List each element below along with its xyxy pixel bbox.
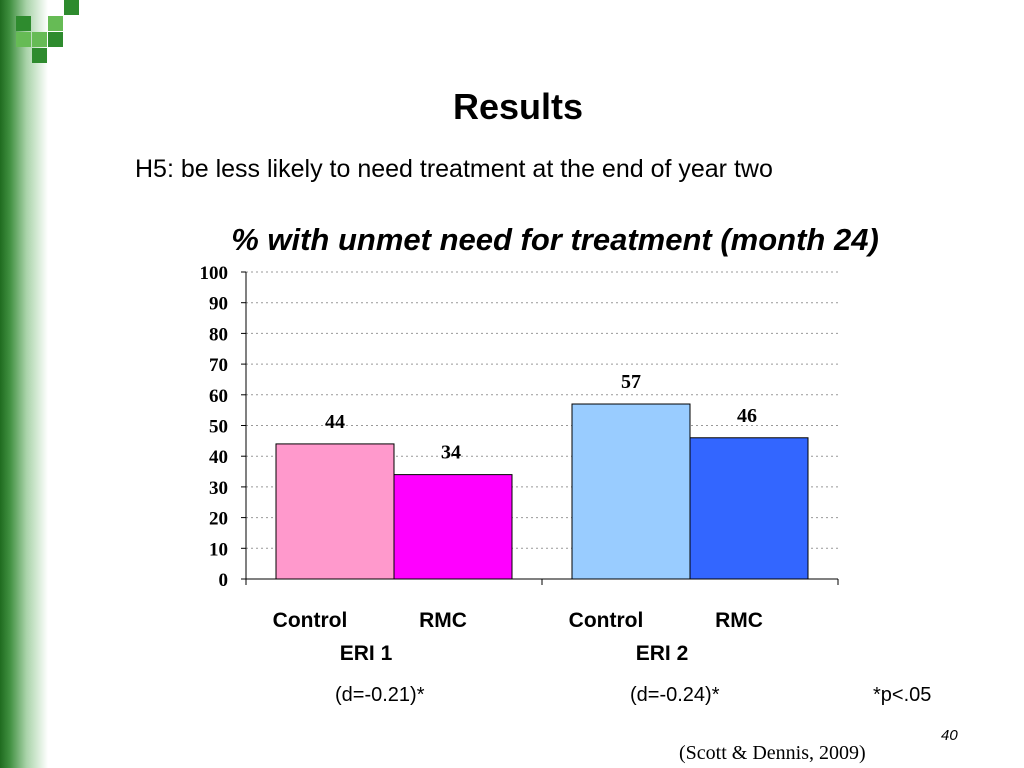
y-tick-label: 90: [209, 294, 228, 315]
hypothesis-text: H5: be less likely to need treatment at …: [135, 155, 773, 183]
y-tick-label: 100: [200, 263, 229, 284]
bar: [275, 443, 395, 580]
data-label: 46: [737, 405, 757, 427]
category-label: Control: [273, 609, 348, 632]
category-label: RMC: [715, 609, 763, 632]
group-label: ERI 2: [636, 642, 689, 665]
significance-note: *p<.05: [873, 684, 932, 706]
bar: [393, 474, 513, 580]
slide-title: Results: [452, 86, 584, 127]
effect-size-eri2: (d=-0.24)*: [630, 684, 720, 706]
y-tick-label: 40: [209, 447, 228, 468]
effect-size-eri1: (d=-0.21)*: [335, 684, 425, 706]
y-tick-label: 50: [209, 417, 228, 438]
chart-title: % with unmet need for treatment (month 2…: [231, 222, 879, 257]
data-label: 44: [325, 411, 345, 433]
citation: (Scott & Dennis, 2009): [679, 742, 866, 764]
category-label: Control: [569, 609, 644, 632]
group-label: ERI 1: [340, 642, 393, 665]
y-tick-label: 80: [209, 324, 228, 345]
y-tick-label: 0: [219, 570, 229, 591]
y-tick-label: 70: [209, 355, 228, 376]
slide-number: 40: [941, 727, 958, 744]
data-label: 57: [621, 371, 641, 393]
category-label: RMC: [419, 609, 467, 632]
data-label: 34: [441, 442, 461, 464]
bar: [689, 437, 809, 580]
y-tick-label: 30: [209, 478, 228, 499]
y-tick-label: 10: [209, 539, 228, 560]
bar: [571, 403, 691, 580]
left-decorative-bar: [0, 0, 48, 768]
y-tick-label: 60: [209, 386, 228, 407]
y-tick-label: 20: [209, 509, 228, 530]
